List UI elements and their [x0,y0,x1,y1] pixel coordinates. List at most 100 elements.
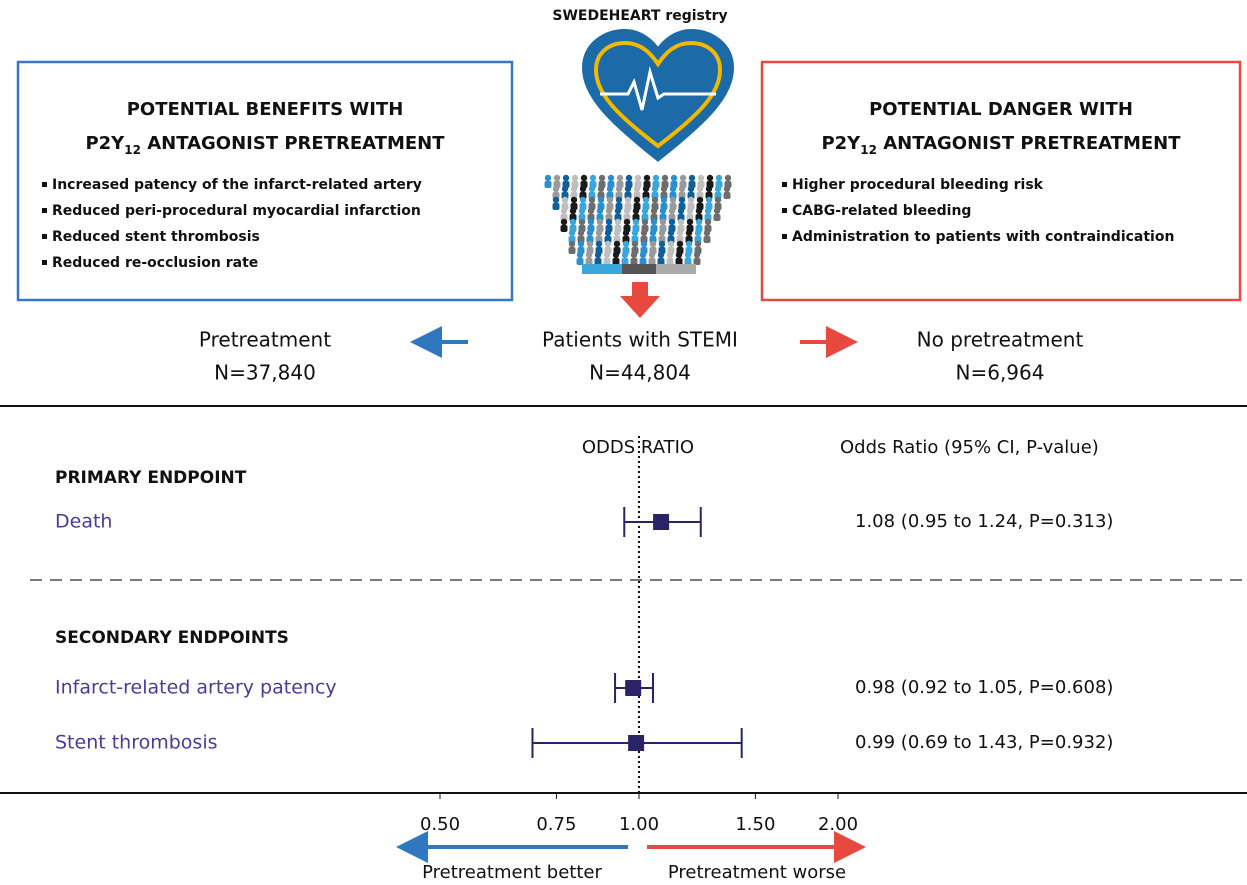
person-body [553,203,560,210]
person-body [545,181,552,188]
person-head [687,208,693,214]
person-head [640,252,646,258]
row-stat: 0.98 (0.92 to 1.05, P=0.608) [855,677,1113,698]
person-head [677,241,683,247]
person-head [624,219,630,225]
person-body [724,192,731,199]
person-body [640,258,647,265]
person-head [571,186,577,192]
person-head [614,241,620,247]
person-body [586,258,593,265]
person-head [625,186,631,192]
crowd-base [656,264,696,274]
person-head [596,241,602,247]
person-head [580,197,586,203]
person-head [616,197,622,203]
x-tick-label: 1.50 [735,814,775,835]
person-head [553,197,559,203]
bullet [782,234,787,239]
person-head [569,241,575,247]
person-head [660,219,666,225]
bullet [782,182,787,187]
person-head [658,252,664,258]
person-body [676,258,683,265]
danger-list: Higher procedural bleeding riskCABG-rela… [782,177,1174,245]
person-head [689,175,695,181]
person-head [679,197,685,203]
person-head [580,186,586,192]
list-item: Reduced re-occlusion rate [52,255,258,271]
person-body [704,236,711,243]
person-head [685,252,691,258]
group-n: N=44,804 [589,361,691,385]
person-head [668,241,674,247]
person-body [667,258,674,265]
person-body [613,258,620,265]
dangers-title: P2Y12 ANTAGONIST PRETREATMENT [821,133,1181,157]
person-head [607,186,613,192]
bullet [42,260,47,265]
person-head [671,175,677,181]
person-head [676,252,682,258]
person-head [650,230,656,236]
bullet [782,208,787,213]
person-head [687,219,693,225]
person-head [695,241,701,247]
person-head [705,208,711,214]
row-stat: 1.08 (0.95 to 1.24, P=0.313) [855,511,1113,532]
person-head [725,175,731,181]
person-head [680,175,686,181]
crowd-base [622,264,656,274]
person-head [607,197,613,203]
group-label: Pretreatment [199,328,331,352]
person-head [696,219,702,225]
stats-header: Odds Ratio (95% CI, P-value) [840,437,1099,458]
person-head [669,219,675,225]
person-head [679,186,685,192]
person-head [577,252,583,258]
person-head [652,186,658,192]
person-body [595,258,602,265]
list-item: Reduced stent thrombosis [52,229,260,245]
person-head [694,252,700,258]
person-body [685,258,692,265]
x-tick-label: 0.75 [536,814,576,835]
person-head [578,241,584,247]
person-head [604,252,610,258]
subscript: 12 [124,143,141,157]
person-head [587,230,593,236]
person-head [633,219,639,225]
person-head [633,208,639,214]
person-head [561,208,567,214]
person-head [617,175,623,181]
person-body [649,258,656,265]
person-head [668,230,674,236]
person-head [571,197,577,203]
person-head [642,208,648,214]
person-head [589,197,595,203]
person-head [652,197,658,203]
person-head [554,175,560,181]
person-head [653,175,659,181]
person-head [706,186,712,192]
person-head [661,186,667,192]
person-head [570,208,576,214]
person-head [651,219,657,225]
person-head [553,186,559,192]
person-head [704,230,710,236]
benefits-title: POTENTIAL BENEFITS WITH [127,99,404,120]
person-head [634,197,640,203]
person-body [622,258,629,265]
row-label: Death [55,511,112,533]
benefits-title: P2Y12 ANTAGONIST PRETREATMENT [85,133,445,157]
person-head [644,175,650,181]
list-item: CABG-related bleeding [792,203,971,219]
title-part: P2Y [821,133,861,154]
bullet [42,182,47,187]
person-body [714,214,721,221]
person-head [596,230,602,236]
person-head [678,208,684,214]
person-head [606,219,612,225]
person-head [581,175,587,181]
person-head [563,175,569,181]
